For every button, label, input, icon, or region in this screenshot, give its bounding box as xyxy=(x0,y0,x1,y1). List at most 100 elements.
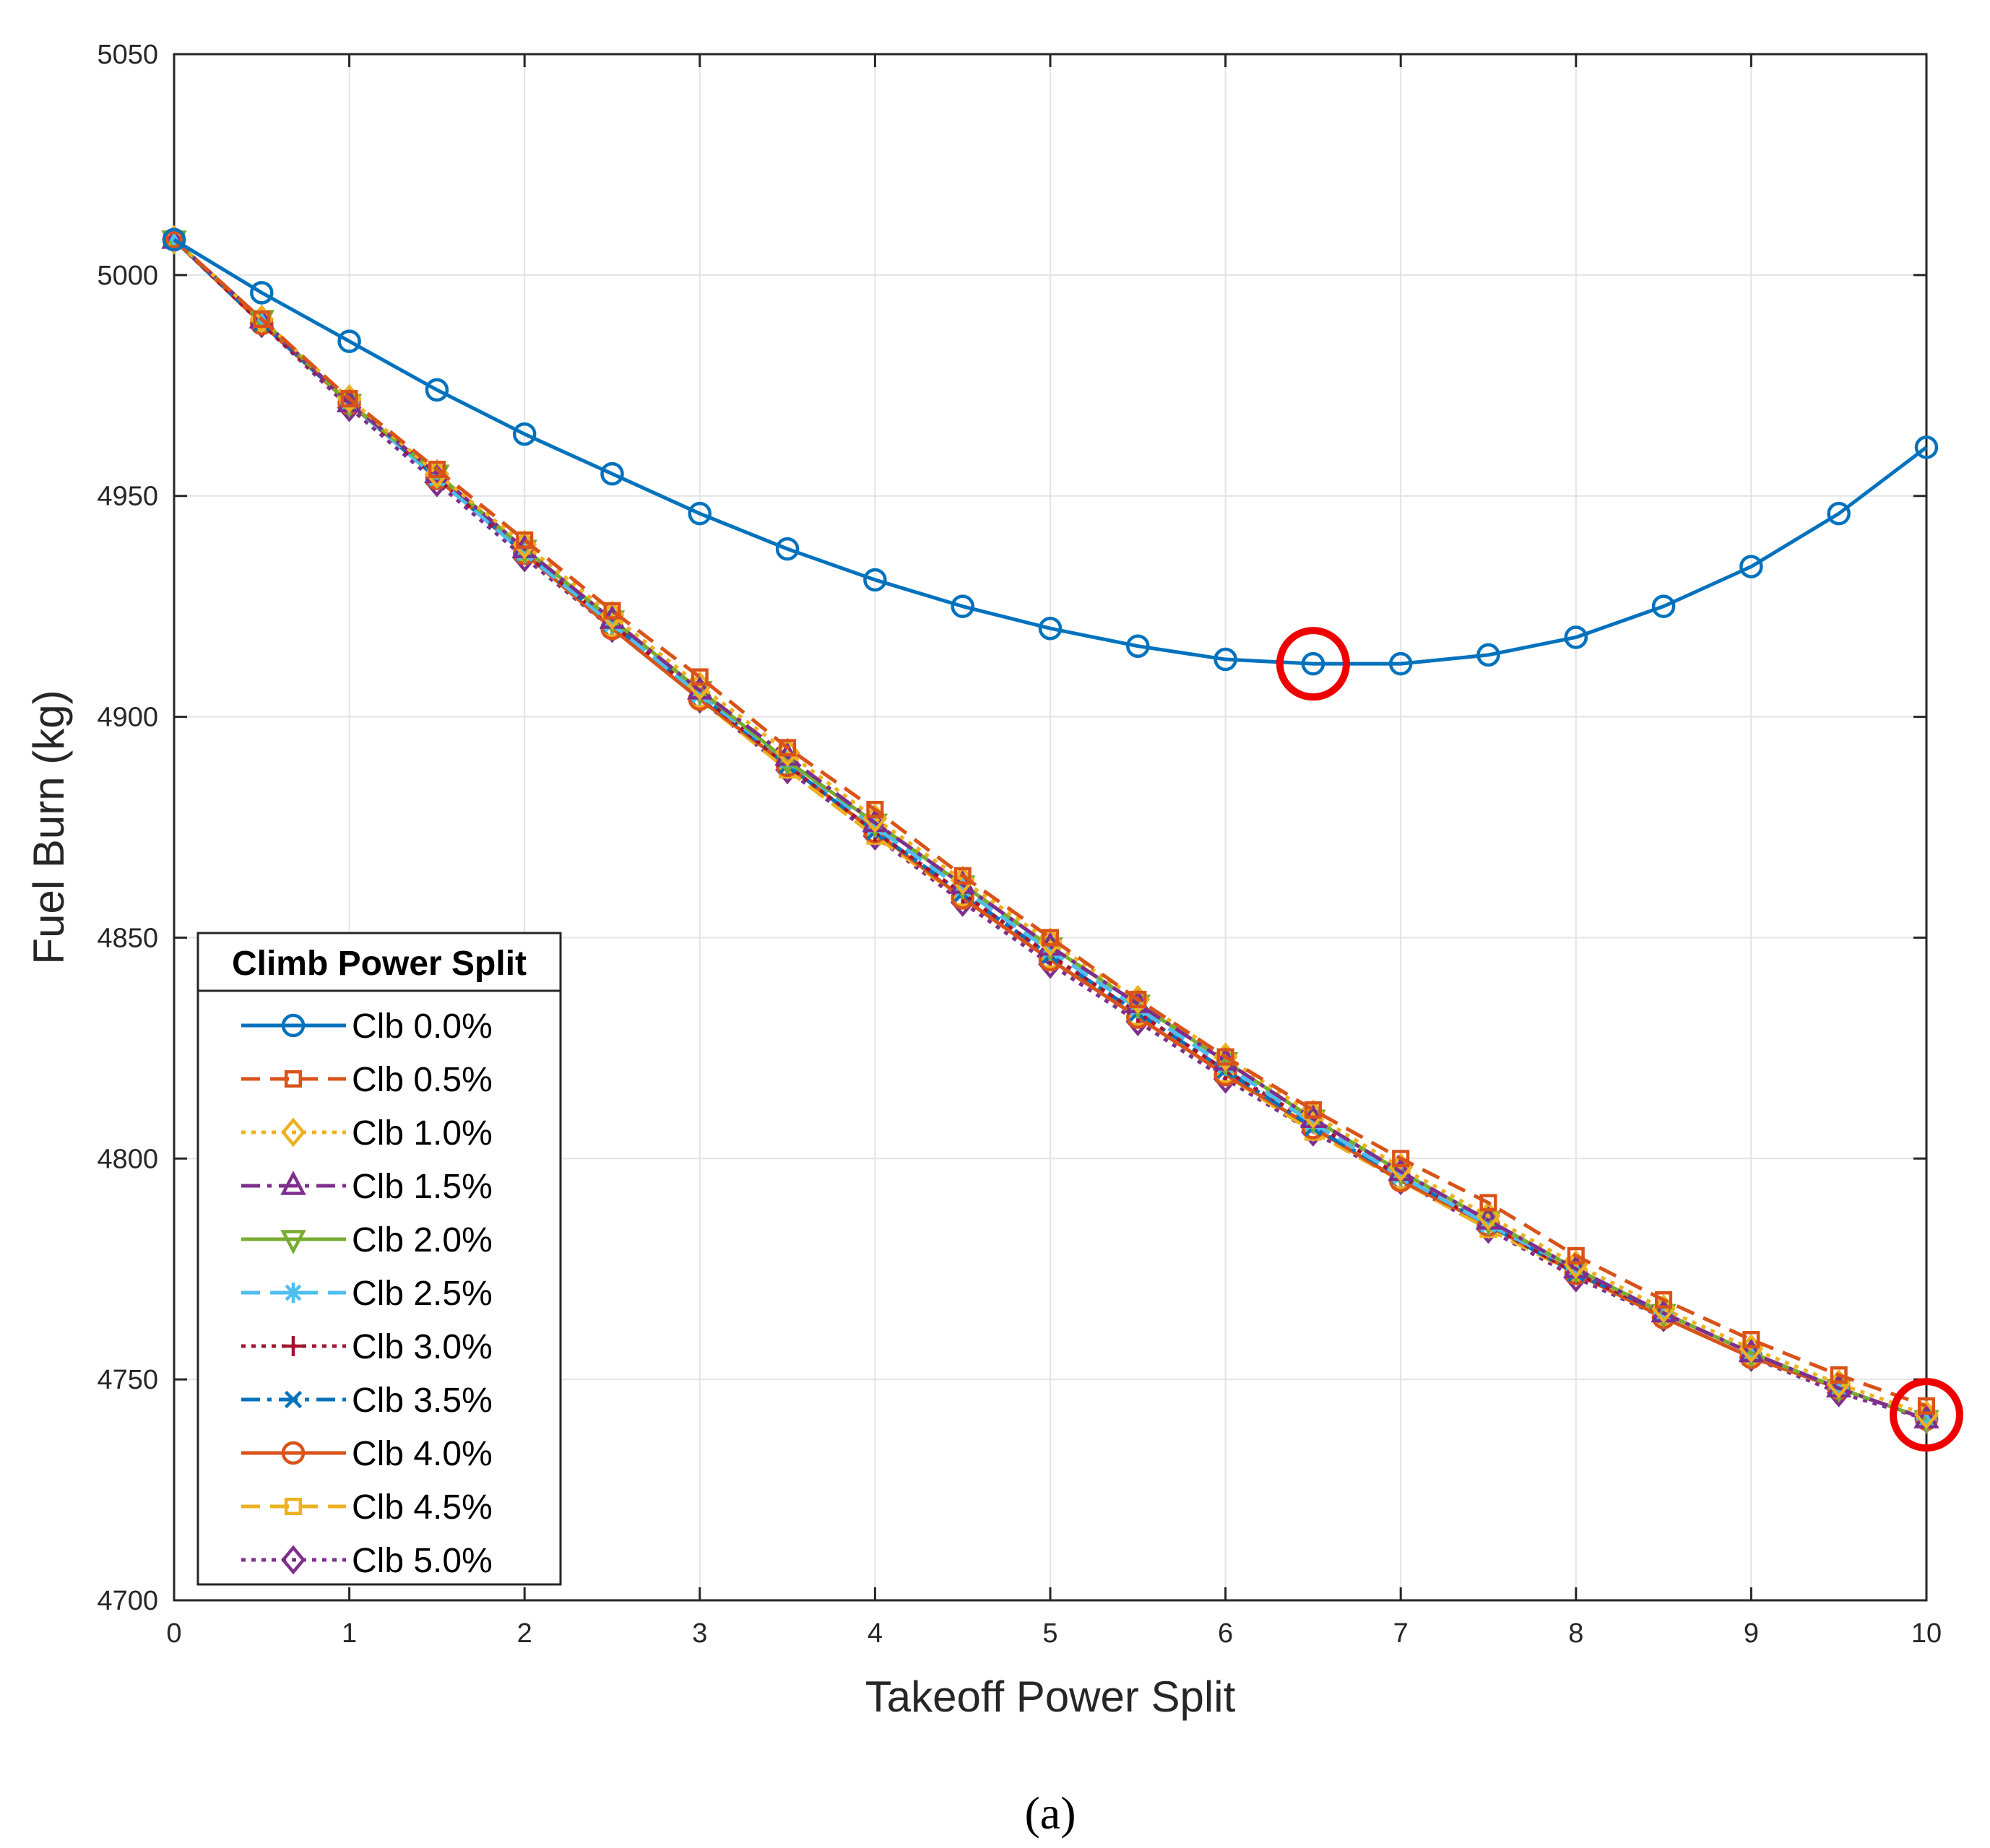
marker-circle xyxy=(162,227,186,252)
legend-label: Clb 0.0% xyxy=(352,1007,493,1046)
marker-x xyxy=(284,1390,303,1409)
marker-square xyxy=(340,390,358,408)
series-line xyxy=(173,238,1927,1408)
marker-asterisk xyxy=(689,684,710,705)
series-clb-0-0- xyxy=(162,227,1939,676)
x-tick-label: 1 xyxy=(342,1618,357,1649)
x-tick-label: 5 xyxy=(1042,1618,1057,1649)
marker-square xyxy=(1479,1194,1497,1212)
marker-square xyxy=(1917,1397,1936,1415)
marker-circle xyxy=(951,594,974,618)
y-tick-label: 4700 xyxy=(97,1586,158,1616)
y-tick-label: 5000 xyxy=(97,261,158,291)
legend-item: Clb 3.5% xyxy=(241,1381,493,1420)
legend-item: Clb 4.0% xyxy=(241,1435,493,1473)
marker-circle xyxy=(600,461,624,486)
marker-asterisk xyxy=(1390,1166,1411,1187)
marker-circle xyxy=(425,378,449,402)
legend-box xyxy=(196,932,562,1586)
marker-circle xyxy=(1126,634,1150,658)
marker-square xyxy=(1830,1366,1848,1384)
marker-circle xyxy=(1914,435,1939,459)
y-tick-label: 4900 xyxy=(97,703,158,733)
marker-square xyxy=(1567,1246,1585,1264)
marker-asterisk xyxy=(1128,998,1148,1019)
legend-item: Clb 0.0% xyxy=(241,1007,493,1046)
marker-circle xyxy=(1827,501,1851,526)
marker-diamond xyxy=(281,1117,306,1148)
marker-circle xyxy=(1739,555,1763,578)
marker-square xyxy=(284,1497,303,1516)
marker-asterisk xyxy=(865,817,886,838)
marker-triangle-down xyxy=(280,1230,306,1254)
marker-asterisk xyxy=(1215,1055,1236,1076)
x-tick-label: 0 xyxy=(166,1618,181,1649)
marker-square xyxy=(1655,1290,1673,1309)
series-clb-0-5- xyxy=(165,230,1936,1415)
legend-item: Clb 1.0% xyxy=(241,1114,493,1153)
x-tick-label: 2 xyxy=(517,1618,532,1649)
series-line xyxy=(173,238,1928,666)
highlight-circle xyxy=(1276,627,1350,701)
marker-asterisk xyxy=(426,468,447,489)
x-tick-label: 9 xyxy=(1744,1618,1759,1649)
legend-item: Clb 4.5% xyxy=(241,1488,493,1527)
marker-circle xyxy=(1214,647,1237,672)
x-tick-label: 10 xyxy=(1911,1618,1942,1649)
x-tick-label: 4 xyxy=(868,1618,883,1649)
marker-square xyxy=(603,602,621,620)
x-axis-label: Takeoff Power Split xyxy=(865,1673,1236,1721)
marker-circle xyxy=(1388,651,1413,676)
marker-circle xyxy=(281,1441,306,1465)
legend-item: Clb 1.5% xyxy=(241,1168,493,1206)
marker-circle xyxy=(337,329,361,353)
legend-title: Climb Power Split xyxy=(232,945,527,983)
marker-asterisk xyxy=(514,543,535,564)
marker-circle xyxy=(863,568,887,592)
x-tick-label: 7 xyxy=(1393,1618,1409,1649)
marker-asterisk xyxy=(602,614,623,635)
marker-asterisk xyxy=(283,1283,303,1303)
marker-circle xyxy=(512,422,537,446)
x-tick-label: 8 xyxy=(1568,1618,1583,1649)
marker-square xyxy=(1041,929,1060,947)
marker-asterisk xyxy=(1040,940,1060,961)
marker-circle xyxy=(250,281,274,305)
marker-square xyxy=(1129,991,1147,1009)
marker-asterisk xyxy=(1302,1113,1323,1134)
legend-label: Clb 0.5% xyxy=(352,1061,493,1099)
legend-item: Clb 2.5% xyxy=(241,1275,493,1313)
marker-square xyxy=(253,310,271,329)
marker-diamond xyxy=(1476,1201,1501,1231)
marker-square xyxy=(1392,1150,1410,1168)
marker-square xyxy=(691,668,709,686)
series-line xyxy=(173,238,1927,1417)
y-tick-label: 5050 xyxy=(97,40,158,70)
y-tick-label: 4800 xyxy=(97,1144,158,1174)
marker-asterisk xyxy=(1916,1409,1937,1430)
marker-square xyxy=(1304,1101,1322,1119)
legend-label: Clb 2.5% xyxy=(352,1275,493,1313)
marker-asterisk xyxy=(1478,1215,1499,1236)
legend-item: Clb 2.0% xyxy=(241,1221,493,1259)
marker-square xyxy=(516,531,534,549)
marker-square xyxy=(953,867,972,885)
y-tick-label: 4750 xyxy=(97,1365,158,1395)
series-group xyxy=(161,224,1939,1435)
marker-square xyxy=(428,460,446,479)
marker-asterisk xyxy=(952,879,973,900)
legend-label: Clb 1.0% xyxy=(352,1114,493,1153)
marker-circle xyxy=(1651,594,1676,618)
legend-item: Clb 3.0% xyxy=(241,1328,493,1366)
marker-square xyxy=(165,230,183,248)
legend-item: Clb 5.0% xyxy=(241,1542,493,1580)
legend-label: Clb 2.0% xyxy=(352,1221,493,1259)
legend-label: Clb 4.5% xyxy=(352,1488,493,1527)
marker-square xyxy=(779,739,797,757)
figure-caption: (a) xyxy=(1024,1787,1076,1839)
marker-square xyxy=(1742,1331,1760,1349)
series-line xyxy=(173,238,1927,1421)
marker-circle xyxy=(1301,651,1325,676)
series-line xyxy=(173,238,1927,1421)
